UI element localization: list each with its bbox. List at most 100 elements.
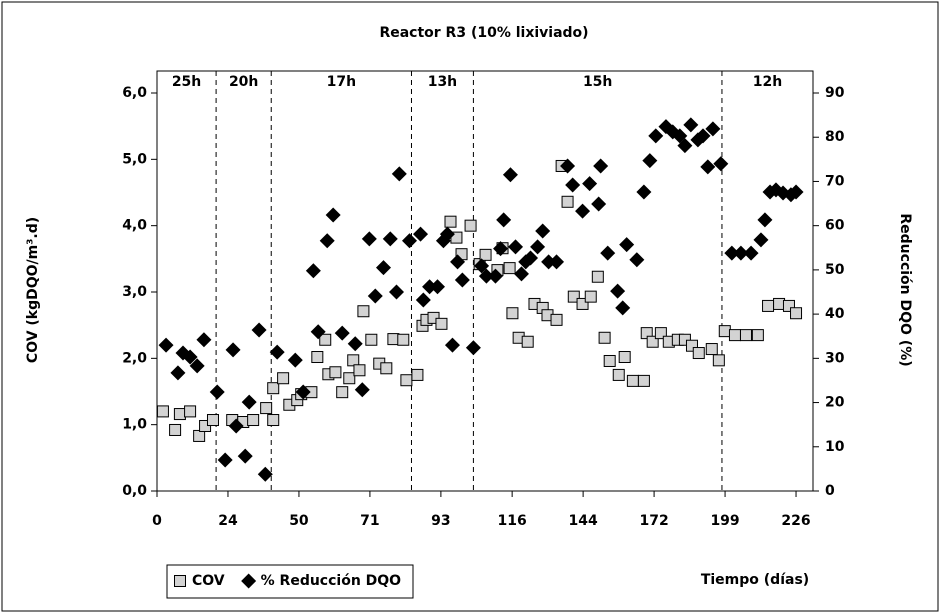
- diamond-marker: [444, 337, 460, 353]
- diamond-marker: [388, 284, 404, 300]
- chart-title: Reactor R3 (10% lixiviado): [379, 25, 588, 41]
- diamond-marker: [636, 184, 652, 200]
- diamond-marker: [582, 176, 598, 192]
- square-marker: [591, 270, 604, 283]
- legend-label: COV: [192, 573, 225, 589]
- square-marker: [712, 354, 725, 367]
- y2-axis-label: Reducción DQO (%): [897, 213, 913, 366]
- diamond-marker: [705, 121, 721, 137]
- y2-tick-label: 20: [825, 395, 845, 411]
- diamond-marker: [591, 196, 607, 212]
- square-marker: [521, 335, 534, 348]
- diamond-marker: [367, 288, 383, 304]
- phase-label: 20h: [229, 74, 258, 90]
- diamond-marker: [209, 384, 225, 400]
- square-marker: [567, 290, 580, 303]
- square-marker: [169, 423, 182, 436]
- square-marker: [705, 343, 718, 356]
- y-tick-label: 2,0: [122, 350, 147, 366]
- square-marker: [444, 215, 457, 228]
- square-marker: [311, 351, 324, 364]
- square-marker: [654, 327, 667, 340]
- square-marker: [561, 195, 574, 208]
- y2-tick-label: 10: [825, 439, 845, 455]
- diamond-marker: [450, 254, 466, 270]
- diamond-marker: [310, 324, 326, 340]
- square-marker: [479, 248, 492, 261]
- square-marker: [353, 364, 366, 377]
- diamond-marker: [241, 394, 257, 410]
- x-tick-label: 0: [152, 513, 162, 529]
- square-marker: [329, 366, 342, 379]
- diamond-marker: [593, 158, 609, 174]
- diamond-marker: [683, 117, 699, 133]
- y2-tick-label: 70: [825, 173, 845, 189]
- diamond-marker: [196, 332, 212, 348]
- x-tick-label: 93: [431, 513, 450, 529]
- diamond-marker: [170, 365, 186, 381]
- diamond-marker: [610, 283, 626, 299]
- square-marker: [773, 297, 786, 310]
- diamond-marker: [391, 166, 407, 182]
- diamond-marker: [695, 128, 711, 144]
- square-marker: [584, 290, 597, 303]
- diamond-marker: [375, 260, 391, 276]
- square-marker: [685, 339, 698, 352]
- square-marker: [435, 317, 448, 330]
- square-marker: [612, 368, 625, 381]
- square-marker: [267, 382, 280, 395]
- square-marker: [782, 299, 795, 312]
- diamond-marker: [677, 138, 693, 154]
- diamond-marker: [413, 226, 429, 242]
- square-marker: [357, 305, 370, 318]
- x-tick-label: 144: [569, 513, 598, 529]
- diamond-marker: [319, 233, 335, 249]
- y2-tick-label: 80: [825, 129, 845, 145]
- diamond-marker: [541, 254, 557, 270]
- square-marker: [626, 374, 639, 387]
- diamond-marker: [158, 337, 174, 353]
- diamond-marker: [257, 466, 273, 482]
- diamond-marker: [487, 268, 503, 284]
- x-tick-label: 226: [781, 513, 810, 529]
- square-marker: [267, 414, 280, 427]
- y2-tick-label: 90: [825, 85, 845, 101]
- square-marker: [503, 262, 516, 275]
- y-tick-label: 3,0: [122, 284, 147, 300]
- phase-label: 15h: [583, 74, 612, 90]
- square-marker: [790, 307, 803, 320]
- diamond-marker: [354, 382, 370, 398]
- y2-tick-label: 30: [825, 350, 845, 366]
- square-marker: [156, 405, 169, 418]
- diamond-marker: [361, 231, 377, 247]
- square-marker: [336, 386, 349, 399]
- diamond-marker: [733, 245, 749, 261]
- diamond-marker: [788, 184, 804, 200]
- square-marker: [260, 402, 273, 415]
- square-marker: [247, 414, 260, 427]
- plot-area: [156, 70, 814, 492]
- diamond-marker: [422, 279, 438, 295]
- diamond-marker: [565, 177, 581, 193]
- phase-label: 17h: [327, 74, 356, 90]
- square-marker: [206, 414, 219, 427]
- diamond-marker: [325, 207, 341, 223]
- diamond-marker: [757, 212, 773, 228]
- x-tick-label: 71: [360, 513, 379, 529]
- square-marker: [728, 329, 741, 342]
- diamond-marker: [228, 418, 244, 434]
- diamond-marker: [642, 153, 658, 169]
- square-marker: [739, 329, 752, 342]
- diamond-marker: [287, 352, 303, 368]
- square-marker: [173, 408, 186, 421]
- x-tick-label: 116: [498, 513, 527, 529]
- square-marker: [603, 354, 616, 367]
- square-marker: [762, 299, 775, 312]
- phase-label: 13h: [428, 74, 457, 90]
- square-marker: [343, 372, 356, 385]
- diamond-marker: [439, 226, 455, 242]
- diamond-marker: [182, 349, 198, 365]
- diamond-marker: [415, 292, 431, 308]
- square-marker: [397, 333, 410, 346]
